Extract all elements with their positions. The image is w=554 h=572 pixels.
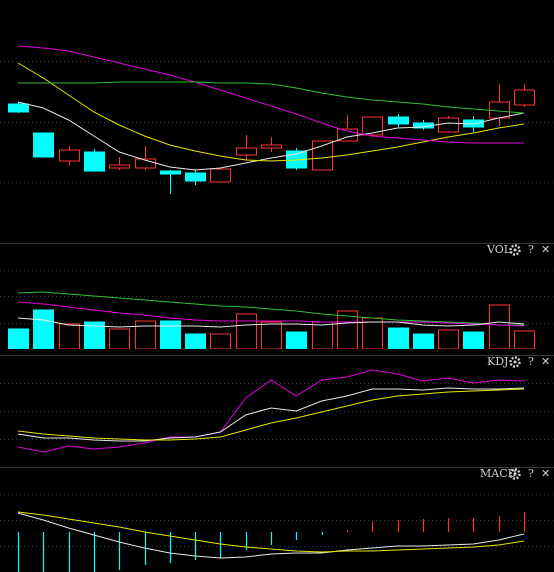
- volume-bar: [59, 323, 80, 349]
- panel: [0, 45, 554, 194]
- volume-bar: [489, 304, 510, 349]
- candle-body: [33, 132, 54, 158]
- panel: [0, 494, 554, 572]
- candle-body: [236, 147, 257, 156]
- panel-title: KDJ: [487, 355, 508, 368]
- volume-bar: [135, 320, 156, 349]
- close-button[interactable]: ✕: [541, 467, 550, 480]
- settings-icon[interactable]: [509, 244, 521, 256]
- close-button[interactable]: ✕: [541, 243, 550, 256]
- indicator-line: [17, 511, 525, 553]
- indicator-line: [17, 388, 525, 441]
- close-button[interactable]: ✕: [541, 355, 550, 368]
- candle-body: [109, 164, 130, 169]
- volume-bar: [438, 329, 459, 349]
- panel: [0, 369, 554, 453]
- candle-body: [210, 168, 231, 183]
- volume-bar: [84, 321, 105, 349]
- panel: [0, 270, 554, 349]
- candle-body: [438, 117, 459, 133]
- candle-body: [59, 149, 80, 162]
- indicator-line: [17, 387, 525, 442]
- indicator-line: [18, 81, 525, 114]
- volume-bar: [185, 333, 206, 349]
- candle-body: [185, 172, 206, 182]
- volume-bar: [514, 330, 535, 349]
- help-button[interactable]: ?: [528, 467, 534, 480]
- candle-body: [514, 89, 535, 106]
- volume-bar: [8, 328, 29, 349]
- candle-body: [312, 140, 333, 171]
- macd-header: MACD ? ✕: [480, 467, 550, 480]
- panel-title: VOL: [486, 243, 512, 256]
- volume-bar: [388, 327, 409, 349]
- indicator-line: [17, 301, 525, 327]
- help-button[interactable]: ?: [528, 355, 534, 368]
- indicator-line: [17, 45, 524, 144]
- candle-body: [8, 103, 29, 113]
- kdj-header: KDJ ? ✕: [487, 355, 550, 368]
- volume-bar: [236, 313, 257, 349]
- candle-body: [388, 116, 409, 125]
- settings-icon[interactable]: [509, 356, 521, 368]
- volume-bar: [261, 321, 282, 349]
- volume-bar: [413, 333, 434, 349]
- indicator-line: [17, 512, 525, 559]
- volume-bar: [160, 320, 181, 349]
- candle-body: [489, 101, 510, 119]
- vol-header: VOL ? ✕: [486, 243, 550, 256]
- indicator-line: [17, 62, 525, 162]
- indicator-line: [17, 369, 525, 453]
- volume-bar: [210, 333, 231, 349]
- volume-bar: [33, 309, 54, 349]
- volume-bar: [463, 331, 484, 349]
- volume-bar: [337, 310, 358, 349]
- volume-bar: [312, 321, 333, 349]
- candle-body: [84, 151, 105, 172]
- indicator-line: [17, 291, 524, 326]
- indicator-line: [17, 101, 525, 171]
- candle-body: [261, 144, 282, 149]
- panel-title: MACD: [480, 467, 517, 480]
- volume-bar: [286, 331, 307, 349]
- volume-bar: [109, 328, 130, 349]
- settings-icon[interactable]: [509, 468, 521, 480]
- candle-body: [362, 116, 383, 136]
- candle-body: [160, 170, 181, 175]
- indicator-line: [17, 317, 525, 328]
- help-button[interactable]: ?: [528, 243, 534, 256]
